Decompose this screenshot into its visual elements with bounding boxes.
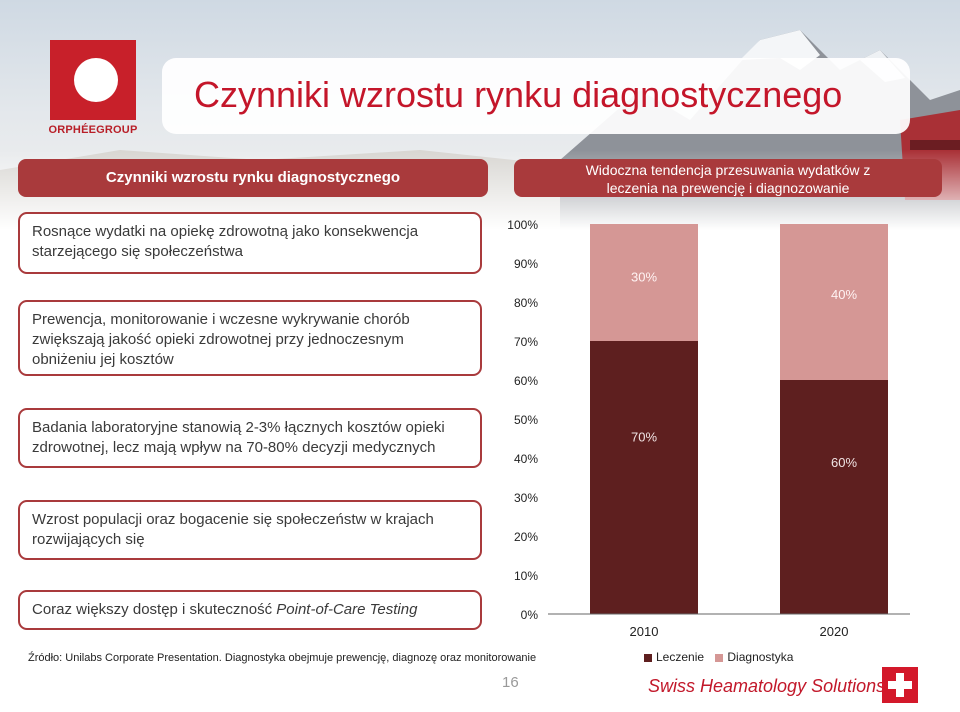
logo-mark: [50, 40, 136, 120]
bar-diagnostyka-2020: [780, 224, 888, 380]
y-tick-label: 0%: [521, 608, 539, 622]
right-column-header: Widoczna tendencja przesuwania wydatków …: [514, 159, 942, 197]
legend-label-leczenie: Leczenie: [656, 650, 705, 664]
left-column-header: Czynniki wzrostu rynku diagnostycznego: [18, 159, 488, 197]
legend-swatch-leczenie: [644, 653, 652, 662]
right-header-line-1: Widoczna tendencja przesuwania wydatków …: [585, 162, 871, 178]
x-tick-label-2020: 2020: [820, 624, 849, 639]
y-tick-label: 50%: [514, 413, 538, 427]
page-title: Czynniki wzrostu rynku diagnostycznego: [194, 74, 843, 115]
source-note: Źródło: Unilabs Corporate Presentation. …: [28, 652, 537, 664]
right-header-line-2: leczenia na prewencję i diagnozowanie: [606, 180, 850, 196]
factor-box-5: Coraz większy dostęp i skuteczność Point…: [18, 590, 482, 630]
y-tick-label: 90%: [514, 257, 538, 271]
factor-box-2: Prewencja, monitorowanie i wczesne wykry…: [18, 300, 482, 376]
chart-legend: Leczenie Diagnostyka: [644, 650, 801, 664]
factor-box-3: Badania laboratoryjne stanowią 2-3% łącz…: [18, 408, 482, 468]
stacked-bar-chart: 0% 10% 20% 30% 40% 50% 60% 70% 80% 90% 100% 70% 30% 2…: [507, 218, 910, 639]
legend-item-leczenie: Leczenie: [644, 650, 704, 664]
y-tick-label: 30%: [514, 491, 538, 505]
swiss-cross-icon: [882, 667, 918, 703]
legend-swatch-diagnostyka: [715, 653, 724, 662]
title-box: Czynniki wzrostu rynku diagnostycznego: [162, 58, 910, 134]
data-label-leczenie-2020: 60%: [831, 455, 857, 470]
y-tick-label: 100%: [507, 218, 538, 232]
legend-label-diagnostyka: Diagnostyka: [727, 650, 794, 664]
y-tick-label: 10%: [514, 569, 538, 583]
bar-leczenie-2020: [780, 380, 888, 614]
logo-name: ORPHÉEGROUP: [48, 124, 138, 136]
x-tick-label-2010: 2010: [630, 624, 659, 639]
bar-leczenie-2010: [590, 341, 698, 614]
bar-diagnostyka-2010: [590, 224, 698, 341]
factor-text-5-italic: Point-of-Care Testing: [276, 601, 418, 618]
y-tick-label: 20%: [514, 530, 538, 544]
y-tick-label: 60%: [514, 374, 538, 388]
data-label-diagnostyka-2020: 40%: [831, 287, 857, 302]
factor-box-4: Wzrost populacji oraz bogacenie się społ…: [18, 500, 482, 560]
footer-brand: Swiss Heamatology Solutions: [648, 676, 886, 696]
y-tick-label: 70%: [514, 335, 538, 349]
factor-text-4: Wzrost populacji oraz bogacenie się społ…: [32, 511, 434, 548]
data-label-leczenie-2010: 70%: [631, 430, 657, 445]
y-tick-label: 40%: [514, 452, 538, 466]
factor-box-1: Rosnące wydatki na opiekę zdrowotną jako…: [18, 212, 482, 274]
factor-text-3: Badania laboratoryjne stanowią 2-3% łącz…: [32, 419, 445, 456]
y-tick-label: 80%: [514, 296, 538, 310]
factor-text-5-prefix: Coraz większy dostęp i skuteczność: [32, 601, 277, 618]
factor-text-2: Prewencja, monitorowanie i wczesne wykry…: [32, 311, 410, 368]
orphee-group-logo: ORPHÉEGROUP: [48, 40, 138, 144]
factor-text-1: Rosnące wydatki na opiekę zdrowotną jako…: [32, 223, 419, 260]
data-label-diagnostyka-2010: 30%: [631, 270, 657, 285]
page-number: 16: [502, 674, 519, 691]
legend-item-diagnostyka: Diagnostyka: [715, 650, 793, 664]
